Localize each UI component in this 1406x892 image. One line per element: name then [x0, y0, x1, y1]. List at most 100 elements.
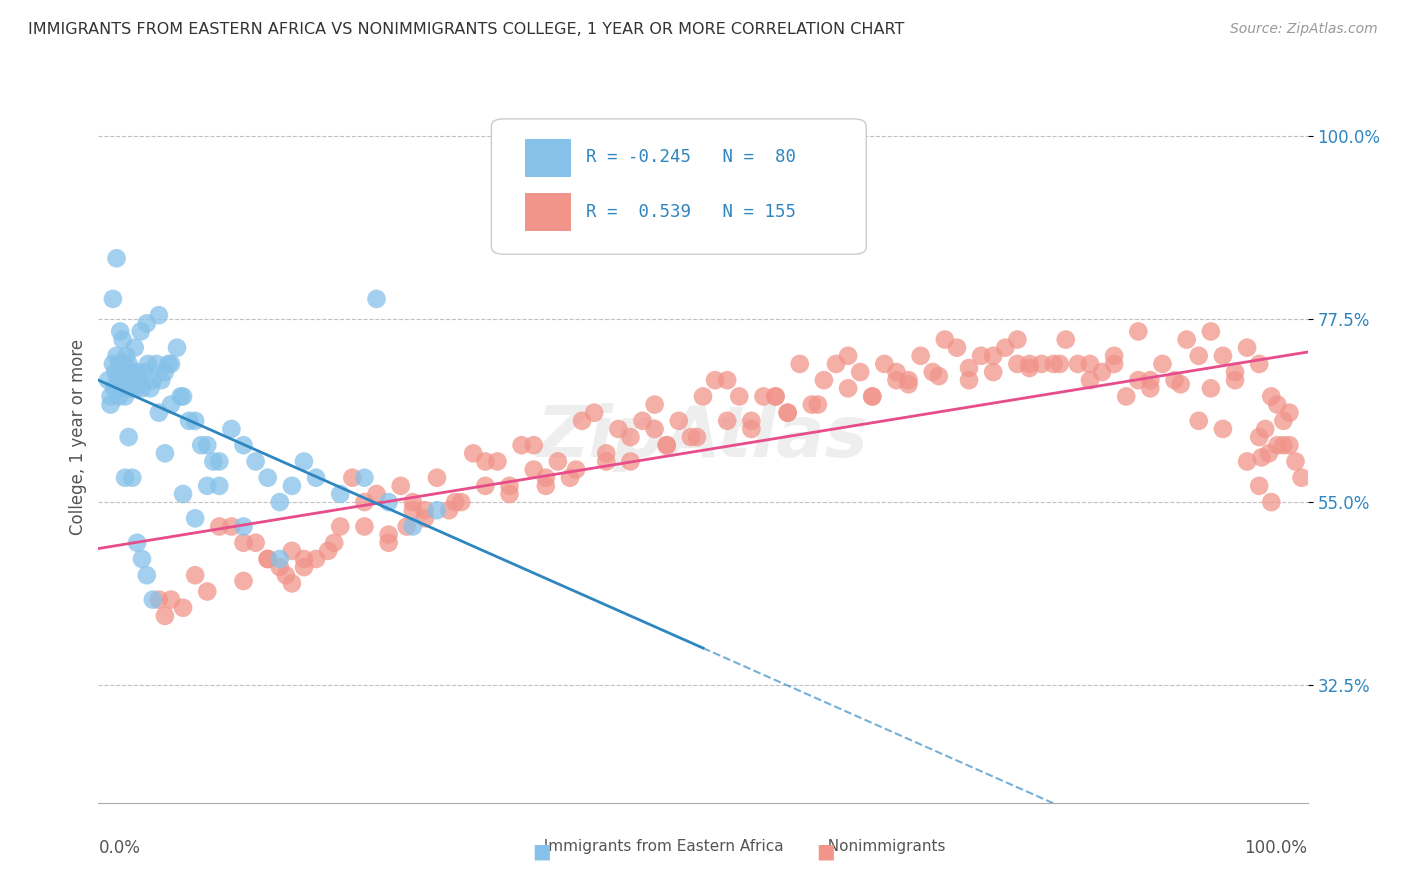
Point — [957, 373, 980, 387]
Point — [873, 357, 896, 371]
Point — [716, 373, 738, 387]
Point — [221, 519, 243, 533]
Point — [131, 381, 153, 395]
Point — [292, 454, 315, 468]
Point — [118, 357, 141, 371]
Point — [619, 454, 641, 468]
Point — [377, 527, 399, 541]
Point — [1007, 357, 1029, 371]
Point — [437, 503, 460, 517]
Point — [353, 471, 375, 485]
Point — [1054, 333, 1077, 347]
Point — [474, 479, 496, 493]
Point — [668, 414, 690, 428]
Point — [897, 377, 920, 392]
Point — [1139, 373, 1161, 387]
Point — [928, 369, 950, 384]
Point — [1128, 373, 1150, 387]
Point — [426, 503, 449, 517]
Point — [523, 438, 546, 452]
Point — [329, 519, 352, 533]
Point — [910, 349, 932, 363]
Point — [789, 357, 811, 371]
Point — [160, 398, 183, 412]
Point — [583, 406, 606, 420]
Point — [101, 357, 124, 371]
Point — [160, 357, 183, 371]
Point — [565, 462, 588, 476]
Text: IMMIGRANTS FROM EASTERN AFRICA VS NONIMMIGRANTS COLLEGE, 1 YEAR OR MORE CORRELAT: IMMIGRANTS FROM EASTERN AFRICA VS NONIMM… — [28, 22, 904, 37]
Point — [547, 454, 569, 468]
Point — [1260, 495, 1282, 509]
Point — [117, 373, 139, 387]
Point — [221, 422, 243, 436]
Point — [897, 373, 920, 387]
Text: ZipAtlas: ZipAtlas — [537, 402, 869, 472]
Point — [172, 487, 194, 501]
Point — [160, 592, 183, 607]
Point — [413, 511, 436, 525]
Text: 100.0%: 100.0% — [1244, 839, 1308, 857]
Point — [108, 325, 131, 339]
Point — [150, 373, 173, 387]
Point — [366, 487, 388, 501]
Point — [232, 438, 254, 452]
Point — [208, 519, 231, 533]
Point — [1007, 333, 1029, 347]
Point — [107, 373, 129, 387]
Point — [353, 519, 375, 533]
Point — [1223, 373, 1246, 387]
Point — [1139, 381, 1161, 395]
Point — [114, 471, 136, 485]
Point — [136, 357, 159, 371]
Point — [100, 398, 122, 412]
Text: ▪: ▪ — [815, 838, 837, 867]
Point — [1291, 471, 1313, 485]
Point — [692, 389, 714, 403]
Point — [1284, 454, 1306, 468]
Point — [1188, 349, 1211, 363]
Point — [121, 373, 143, 387]
Point — [245, 454, 267, 468]
Point — [120, 365, 142, 379]
Point — [274, 568, 297, 582]
Point — [444, 495, 467, 509]
Point — [740, 422, 762, 436]
Point — [716, 414, 738, 428]
Point — [148, 592, 170, 607]
Point — [1102, 357, 1125, 371]
Point — [837, 349, 859, 363]
Point — [1163, 373, 1185, 387]
Point — [486, 454, 509, 468]
Point — [118, 381, 141, 395]
Point — [402, 495, 425, 509]
Point — [153, 365, 176, 379]
Point — [172, 389, 194, 403]
Point — [353, 495, 375, 509]
Point — [1042, 357, 1064, 371]
Point — [655, 438, 678, 452]
Point — [316, 544, 339, 558]
Point — [1018, 361, 1040, 376]
Point — [157, 357, 180, 371]
Point — [148, 308, 170, 322]
Point — [886, 373, 908, 387]
Point — [1212, 422, 1234, 436]
Point — [1236, 454, 1258, 468]
Point — [195, 584, 218, 599]
Bar — [526, 193, 571, 231]
Point — [800, 398, 823, 412]
Point — [776, 406, 799, 420]
Point — [184, 568, 207, 582]
Point — [1018, 357, 1040, 371]
Point — [124, 341, 146, 355]
Point — [179, 414, 201, 428]
Point — [619, 430, 641, 444]
Point — [534, 471, 557, 485]
Point — [127, 535, 149, 549]
Point — [1250, 450, 1272, 465]
Point — [129, 325, 152, 339]
Point — [125, 381, 148, 395]
Point — [184, 511, 207, 525]
Point — [860, 389, 883, 403]
